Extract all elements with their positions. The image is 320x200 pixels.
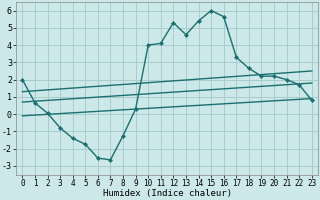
X-axis label: Humidex (Indice chaleur): Humidex (Indice chaleur) — [103, 189, 232, 198]
